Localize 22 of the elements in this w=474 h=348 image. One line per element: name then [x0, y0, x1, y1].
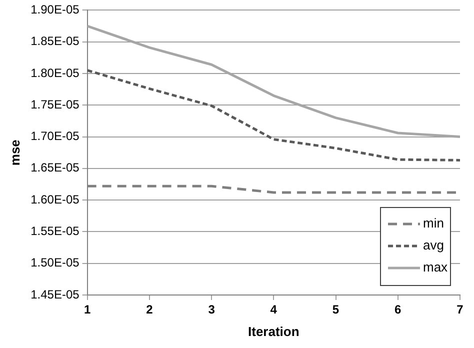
legend-label: min: [423, 216, 444, 231]
legend-label: avg: [423, 238, 444, 253]
x-tick-label: 6: [394, 302, 402, 317]
y-tick-label: 1.90E-05: [30, 2, 80, 17]
y-tick-label: 1.85E-05: [30, 34, 80, 48]
y-tick-label: 1.80E-05: [30, 66, 80, 80]
x-tick-label: 5: [332, 302, 340, 317]
y-tick-label: 1.65E-05: [30, 160, 80, 175]
legend-label: max: [423, 260, 448, 275]
x-tick-label: 1: [84, 302, 91, 317]
x-tick-label: 2: [146, 302, 154, 317]
y-tick-label: 1.70E-05: [30, 129, 80, 144]
y-tick-label: 1.55E-05: [30, 224, 80, 238]
x-tick-label: 7: [456, 302, 464, 317]
y-tick-label: 1.45E-05: [30, 287, 80, 302]
x-axis-title: Iteration: [248, 324, 300, 339]
y-tick-label: 1.50E-05: [30, 256, 80, 270]
x-tick-label: 4: [270, 302, 278, 317]
y-tick-label: 1.60E-05: [30, 192, 80, 206]
x-tick-label: 3: [208, 302, 216, 317]
y-axis-title: mse: [7, 140, 22, 166]
y-tick-label: 1.75E-05: [30, 97, 80, 112]
